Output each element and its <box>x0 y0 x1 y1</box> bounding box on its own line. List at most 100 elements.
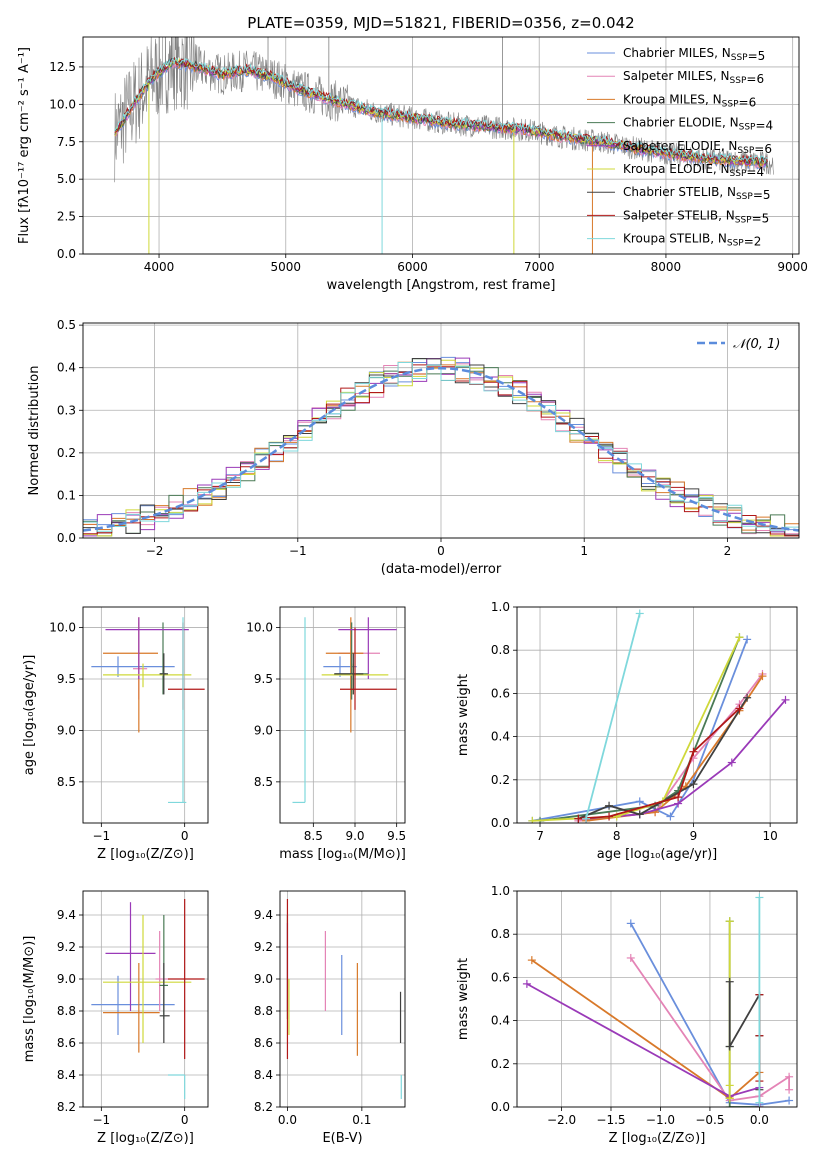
errorbar-point <box>292 617 306 804</box>
y-tick-label: 8.4 <box>254 1068 273 1082</box>
errorbar-point <box>103 663 192 688</box>
x-axis-label: E(B-V) <box>322 1131 362 1146</box>
y-tick-label: 0.8 <box>491 927 510 941</box>
y-tick-label: 9.2 <box>254 940 273 954</box>
x-tick-label: 0.0 <box>278 1113 297 1127</box>
mass-weight-line <box>585 699 787 820</box>
x-tick-label: 0 <box>437 544 445 558</box>
mass-weight-line <box>532 639 748 822</box>
panel-residuals: −2 −1 0 1 2 0.0 0.1 0.2 0.3 0.4 0.5 𝒩(0, 1) (data-mo… <box>27 318 800 577</box>
errorbar-point <box>159 653 168 695</box>
y-axis-label: mass [log₁₀(M/M⊙)] <box>22 936 37 1063</box>
y-axis-label: mass weight <box>456 674 471 756</box>
plot-area <box>286 899 402 1099</box>
plot-area <box>528 609 790 823</box>
y-tick-label: 0.2 <box>491 1057 510 1071</box>
x-tick-label: 8000 <box>651 260 682 274</box>
y-tick-label: 0.2 <box>491 773 510 787</box>
y-tick-label: 1.0 <box>491 600 510 614</box>
y-tick-label: 0.8 <box>491 643 510 657</box>
mass-weight-line <box>585 613 641 819</box>
y-tick-label: 9.5 <box>254 672 273 686</box>
y-tick-label: 10.0 <box>246 621 273 635</box>
axes-frame <box>82 322 800 539</box>
y-tick-label: 10.0 <box>49 621 76 635</box>
x-tick-label: 1 <box>580 544 588 558</box>
axes-frame <box>279 890 406 1108</box>
y-tick-label: 0.0 <box>491 816 510 830</box>
x-tick-label: 9.5 <box>387 829 406 843</box>
panel-age-vs-mass: 8.5 9.0 9.5 8.5 9.0 9.5 10.0 mass [log₁₀(M/M⊙)] <box>246 606 406 862</box>
errorbar-point <box>103 963 160 1053</box>
x-tick-label: 0.1 <box>352 1113 371 1127</box>
y-tick-label: 8.2 <box>57 1100 76 1114</box>
x-tick-label: −0.5 <box>695 1113 724 1127</box>
y-tick-label: 9.0 <box>254 723 273 737</box>
y-tick-label: 9.0 <box>254 972 273 986</box>
legend-entry: Kroupa MILES, NSSP=6 <box>623 92 756 109</box>
y-tick-label: 9.0 <box>57 972 76 986</box>
y-tick-label: 0.5 <box>57 318 76 332</box>
x-tick-label: 6000 <box>397 260 428 274</box>
x-axis-label: Z [log₁₀(Z/Z⊙)] <box>609 1131 706 1146</box>
residual-histogram <box>83 361 799 532</box>
y-tick-label: 0.0 <box>491 1100 510 1114</box>
x-tick-label: 5000 <box>270 260 301 274</box>
x-tick-label: 9.0 <box>345 829 364 843</box>
panel-age-vs-Z: −1 0 8.5 9.0 9.5 10.0 Z [log₁₀(Z/Z⊙)] age [log₁… <box>22 606 209 862</box>
errorbar-point <box>91 975 175 1035</box>
errorbar-point <box>338 617 397 679</box>
x-tick-label: 7000 <box>524 260 555 274</box>
panel-mass-vs-Z: −1 0 8.2 8.4 8.6 8.8 9.0 9.2 9.4 Z [log₁₀(Z/Z⊙)] m… <box>22 890 209 1146</box>
x-tick-label: 0.0 <box>750 1113 769 1127</box>
legend-entry: Chabrier STELIB, NSSP=5 <box>623 185 771 202</box>
errorbar-point <box>168 899 205 1059</box>
legend-entry: Chabrier MILES, NSSP=5 <box>623 46 765 63</box>
mass-weight-line <box>539 636 741 822</box>
y-tick-label: 5.0 <box>57 172 76 186</box>
x-tick-label: 0 <box>181 829 189 843</box>
y-tick-label: 8.2 <box>254 1100 273 1114</box>
x-tick-label: −1 <box>92 829 110 843</box>
y-tick-label: 1.0 <box>491 884 510 898</box>
errorbar-point <box>168 617 187 804</box>
y-tick-label: 0.1 <box>57 488 76 502</box>
y-tick-label: 0.3 <box>57 403 76 417</box>
y-tick-label: 8.5 <box>254 775 273 789</box>
x-tick-label: 2 <box>724 544 732 558</box>
x-tick-label: 8 <box>613 829 621 843</box>
x-tick-label: −2.0 <box>547 1113 576 1127</box>
plot-area <box>91 617 205 804</box>
y-tick-label: 8.8 <box>254 1004 273 1018</box>
y-tick-label: 8.5 <box>57 775 76 789</box>
x-axis-label: Z [log₁₀(Z/Z⊙)] <box>97 1131 194 1146</box>
y-tick-label: 8.6 <box>254 1036 273 1050</box>
mass-weight-line <box>630 922 790 1106</box>
axes-frame <box>516 890 798 1108</box>
y-tick-label: 7.5 <box>57 135 76 149</box>
y-tick-label: 9.4 <box>254 908 273 922</box>
x-tick-label: −1.5 <box>596 1113 625 1127</box>
y-tick-label: 8.4 <box>57 1068 76 1082</box>
errorbar-point <box>168 1074 186 1099</box>
errorbar-point <box>159 622 167 695</box>
y-axis-label: age [log₁₀(age/yr)] <box>22 655 37 776</box>
errorbar-point <box>133 622 148 700</box>
x-axis-label: age [log₁₀(age/yr)] <box>597 847 718 862</box>
plot-area <box>522 893 794 1107</box>
x-tick-label: −2 <box>146 544 164 558</box>
model-spectrum-line <box>114 56 768 164</box>
y-axis-label: Normed distribution <box>27 366 42 496</box>
x-tick-label: 4000 <box>144 260 175 274</box>
x-axis-label: Z [log₁₀(Z/Z⊙)] <box>97 847 194 862</box>
x-tick-label: 7 <box>536 829 544 843</box>
y-tick-label: 0.4 <box>57 361 76 375</box>
y-tick-label: 9.2 <box>57 940 76 954</box>
y-tick-label: 0.2 <box>57 446 76 460</box>
y-tick-label: 10.0 <box>49 97 76 111</box>
errorbar-point <box>338 622 380 700</box>
y-tick-label: 12.5 <box>49 60 76 74</box>
axes-frame <box>516 606 798 824</box>
axes-frame <box>82 890 209 1108</box>
y-tick-label: 0.0 <box>57 247 76 261</box>
